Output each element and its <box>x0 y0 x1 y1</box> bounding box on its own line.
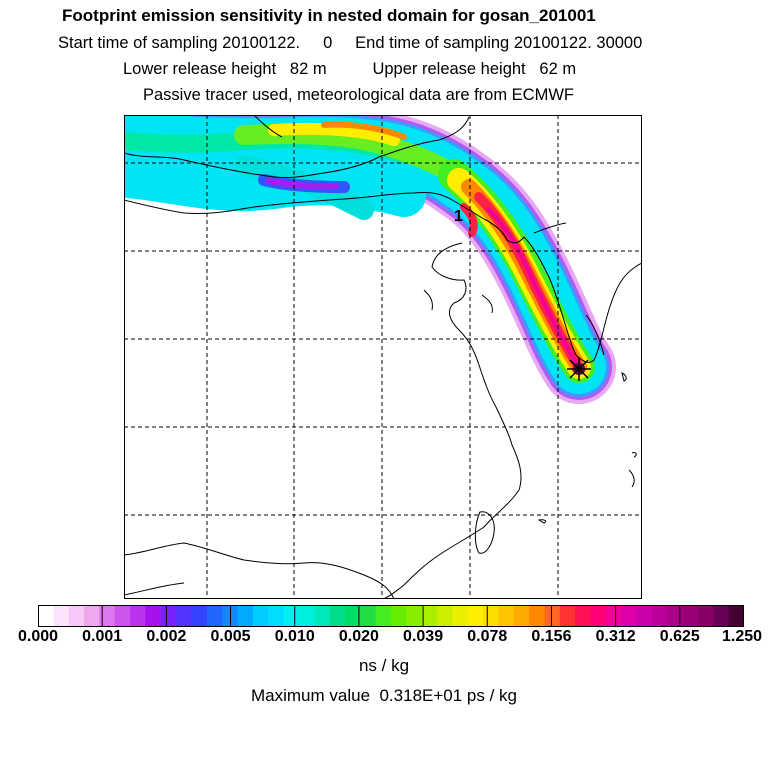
colorbar-tick-label: 0.625 <box>659 628 700 645</box>
colorbar-cell <box>252 605 269 627</box>
colorbar-tick-label: 1.250 <box>721 628 763 645</box>
colorbar-cell <box>206 605 223 627</box>
colorbar-tick-label: 0.001 <box>82 628 123 645</box>
colorbar-cell <box>375 605 392 627</box>
colorbar-cell <box>237 605 254 627</box>
plume-field <box>124 115 616 404</box>
colorbar-cell <box>513 605 530 627</box>
footprint-map: 1 <box>124 115 642 599</box>
maximum-value: Maximum value 0.318E+01 ps / kg <box>251 686 517 705</box>
colorbar-cell <box>391 605 407 627</box>
sampling-time-info: Start time of sampling 20100122. 0 End t… <box>58 34 643 52</box>
colorbar-cell <box>590 605 607 627</box>
colorbar-cell <box>84 605 100 627</box>
colorbar-cell <box>697 605 714 627</box>
plume-age-label: 1 <box>454 208 463 225</box>
colorbar-cell <box>498 605 515 627</box>
colorbar-tick-label: 0.020 <box>338 628 379 645</box>
colorbar-cell <box>605 605 622 627</box>
colorbar-cell <box>99 605 116 627</box>
gridlines <box>124 115 642 599</box>
colorbar-cell <box>160 605 177 627</box>
star-marker <box>567 357 591 381</box>
colorbar-cell <box>651 605 668 627</box>
colorbar <box>38 605 744 627</box>
colorbar-cell <box>176 605 193 627</box>
colorbar-cell <box>452 605 469 627</box>
colorbar-cell <box>314 605 331 627</box>
release-height-info: Lower release height 82 m Upper release … <box>123 60 577 78</box>
colorbar-cell <box>713 605 730 627</box>
colorbar-tick-label: 0.000 <box>17 628 59 645</box>
colorbar-tick-label: 0.005 <box>210 628 251 645</box>
colorbar-cell <box>145 605 162 627</box>
map-frame <box>124 115 642 599</box>
colorbar-cell <box>268 605 285 627</box>
colorbar-cell <box>544 605 561 627</box>
colorbar-tick-label: 0.078 <box>467 628 508 645</box>
coastlines <box>124 115 642 599</box>
colorbar-tick-label: 0.156 <box>531 628 572 645</box>
colorbar-cell <box>53 605 70 627</box>
colorbar-cell <box>191 605 208 627</box>
colorbar-cell <box>728 605 744 627</box>
colorbar-tick-label: 0.010 <box>274 628 315 645</box>
colorbar-cell <box>329 605 346 627</box>
colorbar-cell <box>360 605 377 627</box>
colorbar-cell <box>406 605 423 627</box>
colorbar-cell <box>559 605 576 627</box>
colorbar-cell <box>682 605 699 627</box>
colorbar-cell <box>621 605 638 627</box>
colorbar-cell <box>38 605 54 627</box>
colorbar-cell <box>344 605 361 627</box>
plot-title: Footprint emission sensitivity in nested… <box>62 6 596 25</box>
colorbar-cell <box>283 605 300 627</box>
colorbar-cell <box>437 605 453 627</box>
colorbar-cell <box>298 605 315 627</box>
colorbar-tick-label: 0.039 <box>403 628 444 645</box>
colorbar-tick-label: 0.312 <box>595 628 636 645</box>
colorbar-tick-labels: 0.000 0.001 0.002 0.005 0.010 0.020 0.039 0.078… <box>0 628 768 652</box>
colorbar-cell <box>114 605 131 627</box>
colorbar-cell <box>68 605 85 627</box>
colorbar-cell <box>483 605 500 627</box>
colorbar-cell <box>467 605 484 627</box>
colorbar-cell <box>667 605 684 627</box>
colorbar-cell <box>575 605 592 627</box>
colorbar-cell <box>421 605 438 627</box>
colorbar-cell <box>636 605 653 627</box>
colorbar-cell <box>529 605 546 627</box>
colorbar-units: ns / kg <box>358 656 410 675</box>
colorbar-tick-label: 0.002 <box>146 628 187 645</box>
tracer-info: Passive tracer used, meteorological data… <box>143 86 574 104</box>
colorbar-cell <box>130 605 147 627</box>
